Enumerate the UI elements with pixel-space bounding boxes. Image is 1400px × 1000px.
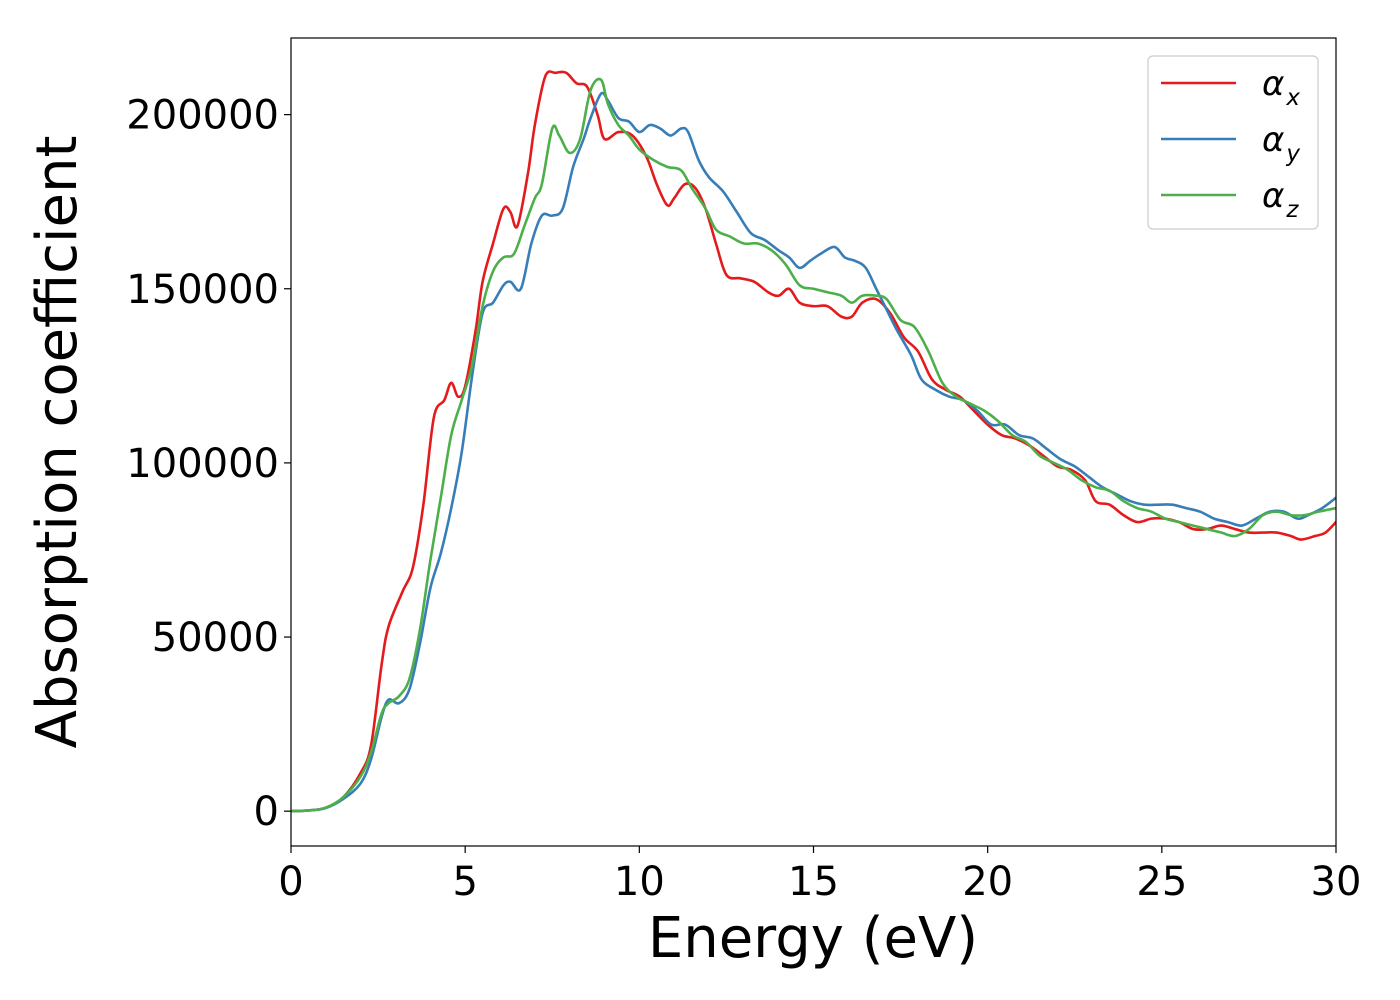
y-axis-ticks: 0 50000 100000 150000 200000: [126, 93, 291, 835]
legend-label-y: αy: [1262, 120, 1300, 167]
legend-subscript: z: [1285, 197, 1299, 223]
legend-symbol: α: [1262, 120, 1284, 160]
y-tick-label: 150000: [126, 267, 279, 313]
series-line-z: [291, 77, 1336, 813]
legend-frame: [1147, 55, 1319, 230]
x-axis-ticks: 0 5 10 15 20 25 30: [278, 846, 1361, 905]
x-tick-label: 20: [962, 859, 1013, 905]
series-line-x: [291, 70, 1336, 813]
y-axis-title: Absorption coefficient: [25, 136, 90, 749]
y-tick-label: 50000: [152, 615, 279, 661]
y-tick-label: 200000: [126, 93, 279, 139]
legend-subscript: y: [1285, 141, 1300, 167]
series-layer: [291, 70, 1336, 813]
x-tick-label: 30: [1311, 859, 1362, 905]
legend-label-z: αz: [1262, 176, 1299, 223]
y-tick-label: 100000: [126, 441, 279, 487]
x-axis-title: Energy (eV): [648, 906, 978, 971]
y-tick-label: 0: [254, 789, 279, 835]
x-tick-label: 0: [278, 859, 303, 905]
x-tick-label: 15: [788, 859, 839, 905]
legend-symbol: α: [1262, 64, 1284, 104]
legend-subscript: x: [1285, 85, 1300, 111]
x-tick-label: 5: [452, 859, 477, 905]
legend-label-x: αx: [1262, 64, 1300, 111]
legend-symbol: α: [1262, 176, 1284, 216]
x-tick-label: 25: [1136, 859, 1187, 905]
x-tick-label: 10: [614, 859, 665, 905]
series-line-y: [291, 91, 1336, 813]
